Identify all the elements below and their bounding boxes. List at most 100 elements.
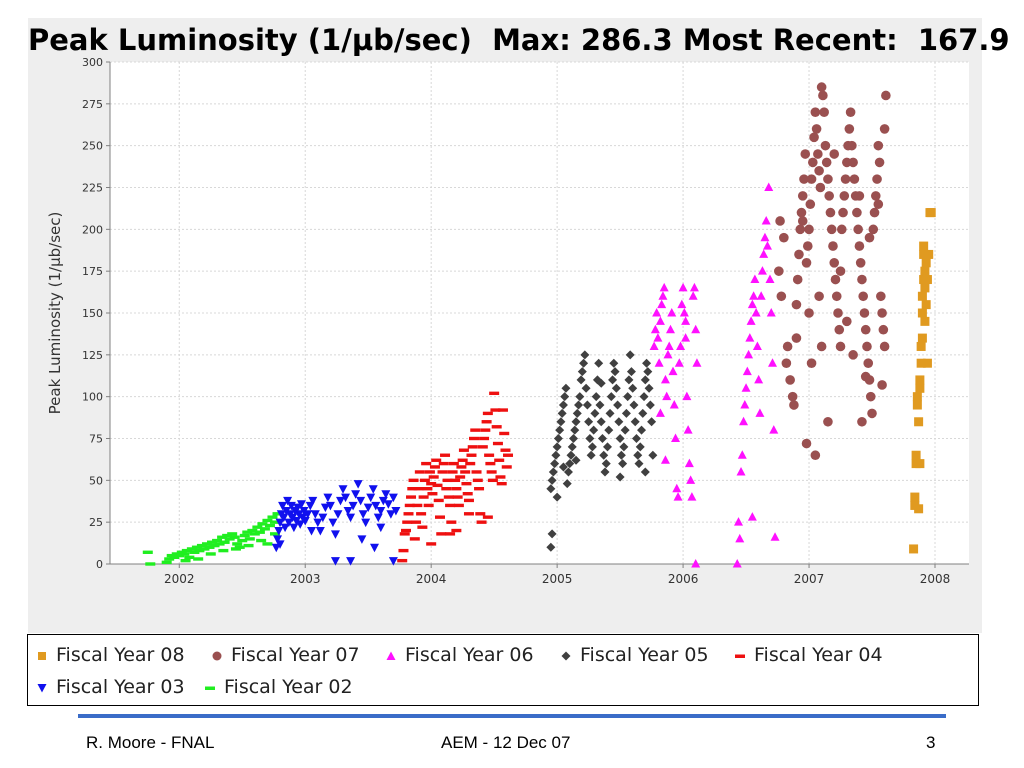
data-point-fiscal-year-03 (373, 513, 383, 523)
data-point-fiscal-year-04 (422, 487, 433, 491)
data-point-fiscal-year-02 (204, 545, 215, 549)
legend-marker-fy04 (735, 654, 745, 658)
data-point-fiscal-year-05 (638, 408, 648, 418)
data-point-fiscal-year-07 (816, 82, 827, 92)
data-point-fiscal-year-06 (751, 308, 761, 317)
data-point-fiscal-year-08 (922, 358, 932, 368)
data-point-fiscal-year-06 (655, 316, 665, 325)
data-point-fiscal-year-05 (603, 442, 613, 452)
data-point-fiscal-year-05 (615, 472, 625, 482)
data-point-fiscal-year-04 (446, 520, 457, 524)
data-point-fiscal-year-05 (596, 417, 606, 427)
data-point-fiscal-year-02 (222, 533, 233, 538)
data-point-fiscal-year-03 (275, 540, 285, 549)
data-point-fiscal-year-06 (755, 408, 765, 417)
data-point-fiscal-year-06 (734, 517, 744, 526)
data-point-fiscal-year-07 (878, 324, 889, 335)
data-point-fiscal-year-04 (482, 411, 493, 416)
data-point-fiscal-year-05 (606, 392, 616, 402)
data-point-fiscal-year-03 (289, 523, 299, 533)
data-point-fiscal-year-06 (688, 291, 698, 300)
legend-item-fy08: Fiscal Year 08 (36, 642, 185, 668)
data-point-fiscal-year-02 (249, 532, 260, 536)
data-point-fiscal-year-05 (576, 375, 586, 385)
data-point-fiscal-year-07 (829, 258, 840, 268)
data-point-fiscal-year-07 (862, 341, 872, 352)
data-point-fiscal-year-04 (426, 481, 437, 486)
data-point-fiscal-year-07 (814, 165, 824, 176)
data-point-fiscal-year-05 (566, 450, 576, 460)
data-point-fiscal-year-03 (346, 513, 356, 523)
data-point-fiscal-year-05 (560, 392, 570, 402)
data-point-fiscal-year-07 (877, 380, 887, 390)
data-point-fiscal-year-07 (877, 308, 887, 318)
data-point-fiscal-year-04 (408, 478, 419, 483)
y-tick-label: 125 (82, 349, 103, 362)
y-tick-label: 100 (82, 391, 103, 404)
data-point-fiscal-year-02 (196, 543, 207, 548)
data-point-fiscal-year-03 (351, 490, 361, 499)
data-point-fiscal-year-06 (662, 391, 672, 401)
data-point-fiscal-year-04 (406, 495, 417, 499)
data-point-fiscal-year-08 (912, 392, 922, 402)
data-point-fiscal-year-07 (791, 299, 802, 310)
legend-label-fy05: Fiscal Year 05 (580, 644, 709, 666)
x-tick-label: 2005 (542, 572, 573, 586)
data-point-fiscal-year-03 (370, 543, 380, 553)
data-point-fiscal-year-04 (413, 487, 424, 491)
data-point-fiscal-year-07 (819, 107, 829, 117)
data-point-fiscal-year-04 (467, 445, 478, 449)
data-point-fiscal-year-04 (451, 487, 462, 491)
data-point-fiscal-year-04 (416, 512, 427, 516)
data-point-fiscal-year-05 (571, 455, 581, 465)
data-point-fiscal-year-04 (479, 436, 490, 441)
data-point-fiscal-year-07 (806, 358, 817, 369)
data-point-fiscal-year-06 (691, 559, 701, 568)
data-point-fiscal-year-08 (922, 275, 932, 285)
data-point-fiscal-year-05 (600, 467, 610, 477)
data-point-fiscal-year-07 (852, 207, 862, 218)
data-point-fiscal-year-07 (858, 291, 868, 302)
data-point-fiscal-year-04 (437, 470, 448, 474)
scatter-plot: 0 25 50 75 100 125 150 175 200 225 250 275 300 2002 20… (46, 56, 969, 586)
data-point-fiscal-year-06 (678, 282, 688, 292)
y-tick-label: 225 (82, 182, 103, 195)
y-tick-label: 275 (82, 98, 103, 111)
data-point-fiscal-year-02 (219, 540, 230, 544)
data-point-fiscal-year-05 (631, 434, 641, 443)
data-point-fiscal-year-04 (426, 542, 437, 546)
data-point-fiscal-year-02 (145, 562, 156, 566)
data-point-fiscal-year-07 (809, 132, 819, 143)
data-point-fiscal-year-06 (746, 316, 756, 325)
data-point-fiscal-year-06 (653, 333, 663, 342)
series-fiscal-year-04 (397, 391, 514, 563)
data-point-fiscal-year-06 (689, 282, 699, 292)
data-point-fiscal-year-06 (732, 559, 742, 568)
data-point-fiscal-year-05 (553, 434, 563, 443)
data-point-fiscal-year-07 (830, 274, 841, 285)
data-point-fiscal-year-05 (647, 417, 657, 427)
data-point-fiscal-year-06 (665, 324, 675, 334)
legend-marker-fy03 (37, 683, 47, 692)
data-point-fiscal-year-02 (218, 548, 229, 553)
data-point-fiscal-year-05 (546, 542, 556, 552)
data-point-fiscal-year-03 (388, 557, 398, 566)
data-point-fiscal-year-07 (879, 124, 890, 134)
data-point-fiscal-year-03 (386, 510, 396, 519)
data-point-fiscal-year-05 (582, 400, 592, 410)
data-point-fiscal-year-05 (609, 358, 619, 368)
data-point-fiscal-year-03 (366, 493, 376, 503)
data-point-fiscal-year-03 (343, 506, 353, 516)
data-point-fiscal-year-07 (802, 241, 813, 251)
data-point-fiscal-year-05 (558, 462, 568, 472)
data-point-fiscal-year-06 (762, 241, 772, 250)
data-point-fiscal-year-07 (824, 191, 834, 201)
data-point-fiscal-year-03 (368, 485, 378, 494)
data-point-fiscal-year-07 (808, 157, 818, 168)
data-point-fiscal-year-05 (633, 450, 643, 460)
data-point-fiscal-year-05 (555, 425, 565, 435)
data-point-fiscal-year-04 (431, 458, 442, 462)
data-point-fiscal-year-02 (169, 555, 180, 560)
data-point-fiscal-year-05 (550, 459, 560, 469)
data-point-fiscal-year-06 (761, 215, 771, 225)
